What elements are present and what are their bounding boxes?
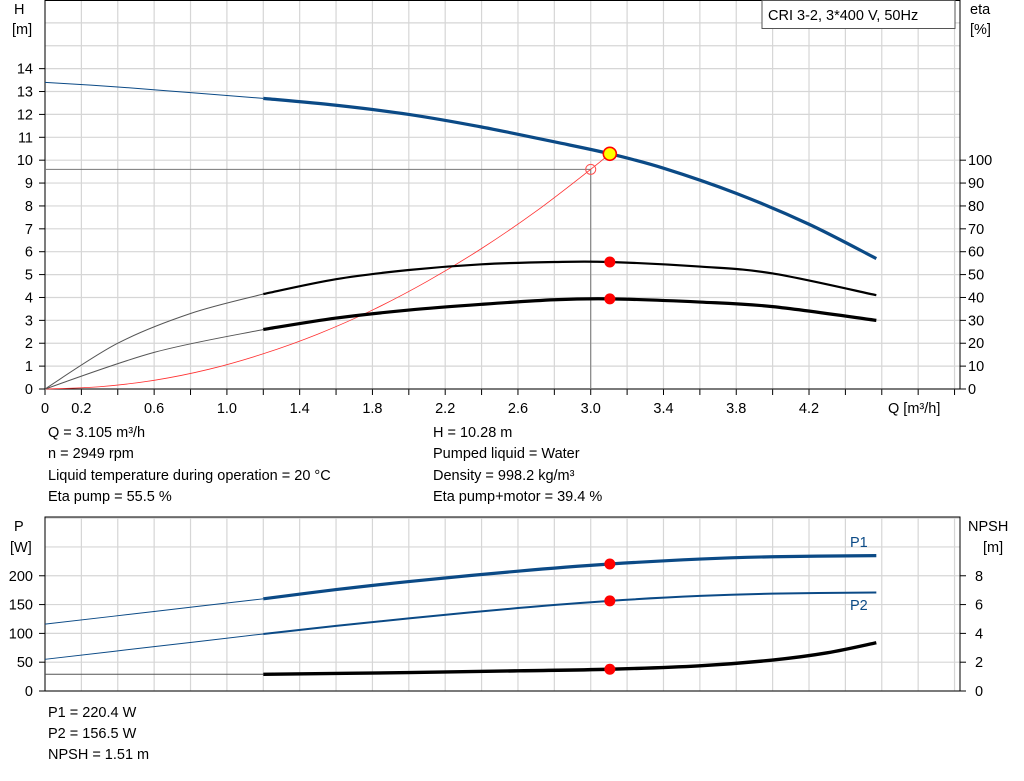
x-tick-label: 1.0 (217, 401, 237, 417)
y-tick-label: 200 (9, 569, 33, 585)
x-tick-label: 4.2 (799, 401, 819, 417)
y-axis-label-p: P (14, 519, 24, 535)
chart-marks (44, 81, 878, 676)
info-density: Density = 998.2 kg/m³ (433, 468, 575, 484)
x-tick-label: 3.4 (653, 401, 673, 417)
x-tick-label: 1.8 (362, 401, 382, 417)
y-tick-label: 10 (17, 153, 33, 169)
y-tick-label: 5 (25, 268, 33, 284)
requested-point-marker (585, 163, 597, 175)
x-tick-label: 3.0 (581, 401, 601, 417)
info-h: H = 10.28 m (433, 425, 513, 441)
eta-pump-curve-extrapolated (44, 293, 264, 390)
x-tick-label: 0 (41, 401, 49, 417)
p2-series-label: P2 (850, 598, 868, 614)
info-temp: Liquid temperature during operation = 20… (48, 468, 331, 484)
y-axis-unit-h: [m] (12, 22, 32, 38)
y-tick-label: 11 (18, 130, 33, 146)
y2-tick-label: 90 (968, 176, 984, 192)
system-curve (44, 153, 611, 390)
p2-curve (263, 591, 877, 635)
eta-pump-point (604, 256, 616, 268)
y-tick-label: 12 (17, 107, 33, 123)
y2-axis-label-npsh: NPSH (968, 519, 1008, 535)
y-tick-label: 50 (17, 655, 33, 671)
y-tick-label: 8 (25, 199, 33, 215)
y-axis-label-h: H (14, 2, 24, 18)
head-curve-extrapolated (44, 81, 264, 99)
info-p1: P1 = 220.4 W (48, 705, 137, 721)
y2-tick-label: 30 (968, 313, 984, 329)
y-tick-label: 1 (25, 359, 33, 375)
y-tick-label: 7 (25, 222, 33, 238)
y-tick-label: 6 (25, 245, 33, 261)
info-n: n = 2949 rpm (48, 446, 134, 462)
y2-axis-unit-eta: [%] (970, 22, 991, 38)
info-p2: P2 = 156.5 W (48, 726, 137, 742)
x-axis-label: Q [m³/h] (888, 401, 940, 417)
y2-tick-label: 4 (975, 626, 983, 642)
operating-point-marker (602, 146, 618, 162)
y-tick-label: 14 (17, 62, 33, 78)
top-grid (44, 0, 961, 395)
chart-title: CRI 3-2, 3*400 V, 50Hz (768, 8, 918, 24)
y2-tick-label: 100 (968, 153, 992, 169)
p1-series-label: P1 (850, 535, 868, 551)
p1-point (604, 558, 616, 570)
y-tick-label: 4 (25, 290, 33, 306)
npsh-curve (263, 641, 877, 676)
eta-total-point (604, 293, 616, 305)
p2-curve-extrapolated (44, 633, 264, 660)
top-plot-frame (44, 0, 961, 390)
y2-tick-label: 0 (975, 684, 983, 700)
axis-labels: 0 0.2 0.6 1.0 1.4 1.8 2.2 2.6 3.0 3.4 3.8 4.2 Q [m³/… (9, 2, 1009, 700)
y2-tick-label: 60 (968, 245, 984, 261)
y2-tick-label: 40 (968, 290, 984, 306)
y2-axis-unit-npsh: [m] (983, 540, 1003, 556)
info-liquid: Pumped liquid = Water (433, 446, 580, 462)
title-box (761, 0, 956, 29)
y2-tick-label: 10 (968, 359, 984, 375)
y2-tick-label: 0 (968, 382, 976, 398)
y2-tick-label: 80 (968, 199, 984, 215)
y-tick-label: 9 (25, 176, 33, 192)
x-tick-label: 0.2 (71, 401, 91, 417)
p1-curve (263, 554, 877, 601)
bottom-plot-frame (44, 516, 961, 692)
p2-point (604, 595, 616, 607)
info-q: Q = 3.105 m³/h (48, 425, 146, 441)
y-tick-label: 2 (25, 336, 33, 352)
y2-tick-label: 70 (968, 222, 984, 238)
y-tick-label: 150 (9, 598, 33, 614)
y-tick-label: 0 (25, 382, 33, 398)
eta-total-curve-extrapolated (44, 329, 264, 390)
info-eta-total: Eta pump+motor = 39.4 % (433, 489, 603, 505)
p1-curve-extrapolated (44, 598, 264, 625)
y2-tick-label: 8 (975, 569, 983, 585)
head-curve (263, 96, 878, 260)
y2-tick-label: 50 (968, 268, 984, 284)
y-tick-label: 0 (25, 684, 33, 700)
y2-tick-label: 6 (975, 598, 983, 614)
x-tick-label: 3.8 (726, 401, 746, 417)
bottom-grid (44, 516, 961, 692)
y-tick-label: 3 (25, 313, 33, 329)
y-tick-label: 100 (9, 626, 33, 642)
y-axis-unit-p: [W] (10, 540, 32, 556)
y-tick-label: 13 (17, 85, 33, 101)
requested-point-guide (45, 168, 592, 389)
info-eta-pump: Eta pump = 55.5 % (48, 489, 172, 505)
npsh-point (604, 663, 616, 675)
info-npsh: NPSH = 1.51 m (48, 747, 150, 763)
y2-tick-label: 2 (975, 655, 983, 671)
x-tick-label: 2.2 (435, 401, 455, 417)
y2-tick-label: 20 (968, 336, 984, 352)
eta-pump-curve (263, 260, 877, 297)
x-tick-label: 1.4 (290, 401, 310, 417)
x-tick-label: 0.6 (144, 401, 164, 417)
y2-axis-label-eta: eta (970, 2, 991, 18)
eta-total-curve (263, 297, 877, 332)
x-tick-label: 2.6 (508, 401, 528, 417)
